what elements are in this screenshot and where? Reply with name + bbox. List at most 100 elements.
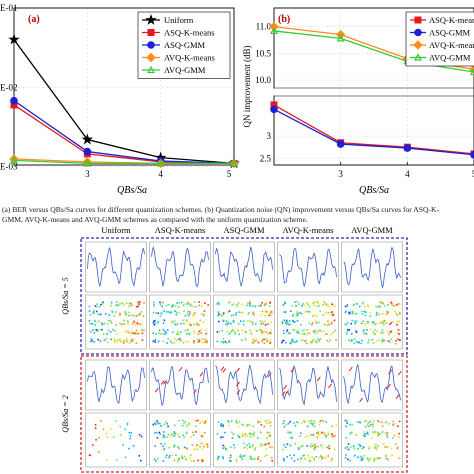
- scatter-point: [187, 303, 189, 305]
- scatter-point: [175, 432, 177, 435]
- scatter-point: [161, 305, 163, 308]
- scatter-point: [355, 320, 358, 323]
- scatter-point: [344, 419, 347, 422]
- scatter-point: [252, 444, 254, 446]
- scatter-points: [216, 419, 274, 462]
- scatter-point: [174, 310, 177, 313]
- scatter-point: [310, 341, 312, 344]
- scatter-point: [361, 459, 364, 461]
- scatter-point: [383, 339, 385, 342]
- scatter-point: [344, 323, 347, 325]
- scatter-point: [192, 340, 195, 343]
- scatter-point: [374, 431, 377, 433]
- scatter-point: [295, 331, 298, 333]
- scatter-point: [141, 323, 143, 326]
- scatter-point: [289, 421, 291, 423]
- scatter-point: [204, 310, 206, 313]
- scatter-point: [327, 324, 329, 326]
- scatter-point: [132, 322, 134, 325]
- scatter-point: [127, 320, 129, 322]
- scatter-point: [128, 305, 131, 308]
- scatter-point: [324, 434, 327, 436]
- scatter-point: [199, 329, 201, 332]
- scatter-point: [216, 331, 219, 333]
- scatter-point: [246, 444, 248, 446]
- column-header: AVQ-GMM: [351, 225, 393, 235]
- scatter-point: [103, 339, 106, 341]
- scatter-point: [288, 332, 290, 334]
- data-point: [83, 159, 92, 167]
- scatter-point: [154, 340, 156, 342]
- scatter-point: [177, 338, 180, 340]
- scatter-point: [222, 424, 224, 427]
- data-point: [269, 21, 279, 32]
- scatter-point: [106, 323, 109, 325]
- legend-marker: [414, 16, 422, 24]
- scatter-point: [101, 328, 103, 331]
- scatter-point: [270, 330, 272, 333]
- scatter-point: [399, 457, 401, 460]
- scatter-point: [199, 422, 201, 425]
- scatter-point: [239, 454, 242, 456]
- scatter-point: [199, 421, 201, 424]
- scatter-point: [369, 328, 372, 331]
- scatter-point: [270, 314, 273, 316]
- scatter-point: [171, 320, 173, 323]
- scatter-point: [166, 304, 168, 307]
- scatter-point: [184, 329, 187, 332]
- scatter-point: [358, 305, 361, 308]
- scatter-point: [381, 340, 384, 343]
- scatter-point: [109, 331, 112, 333]
- scatter-point: [172, 321, 174, 324]
- scatter-point: [364, 314, 366, 317]
- scatter-point: [160, 425, 162, 427]
- scatter-point: [140, 459, 142, 462]
- scatter-point: [135, 306, 138, 308]
- data-point: [156, 159, 165, 167]
- column-header: ASQ-GMM: [223, 225, 265, 235]
- scatter-point: [288, 432, 290, 434]
- scatter-point: [321, 446, 324, 449]
- scatter-point: [357, 456, 360, 458]
- scatter-point: [317, 330, 320, 333]
- scatter-point: [249, 302, 251, 305]
- scatter-point: [328, 311, 331, 314]
- scatter-point: [323, 330, 325, 332]
- scatter-point: [189, 305, 192, 307]
- scatter-point: [325, 421, 327, 423]
- scatter-point: [384, 446, 386, 448]
- scatter-point: [284, 446, 287, 448]
- scatter-point: [397, 303, 400, 305]
- scatter-point: [88, 320, 91, 322]
- scatter-point: [315, 445, 317, 448]
- scatter-point: [237, 322, 240, 325]
- scatter-point: [193, 323, 195, 326]
- scatter-point: [105, 432, 108, 435]
- x-axis-label: QBs/Sa: [117, 185, 147, 196]
- scatter-point: [381, 431, 384, 433]
- scatter-point: [383, 443, 385, 445]
- scatter-point: [313, 459, 316, 462]
- scatter-point: [380, 457, 382, 459]
- scatter-point: [299, 312, 301, 314]
- scatter-point: [310, 443, 313, 445]
- scatter-point: [248, 442, 251, 445]
- scatter-point: [376, 448, 378, 451]
- y-tick-label: 10.0: [255, 75, 271, 85]
- scatter-point: [252, 425, 254, 428]
- scatter-point: [159, 333, 162, 335]
- scatter-points: [152, 301, 209, 344]
- scatter-point: [327, 445, 330, 448]
- scatter-point: [134, 333, 137, 335]
- scatter-point: [252, 311, 254, 314]
- scatter-point: [175, 333, 178, 335]
- scatter-point: [249, 445, 252, 448]
- scatter-point: [344, 311, 347, 314]
- scatter-point: [194, 448, 196, 451]
- waveform-panel: [213, 241, 275, 293]
- scatter-point: [266, 310, 269, 313]
- scatter-point: [163, 431, 165, 433]
- scatter-point: [269, 421, 272, 424]
- scatter-point: [365, 311, 367, 314]
- scatter-point: [281, 341, 283, 344]
